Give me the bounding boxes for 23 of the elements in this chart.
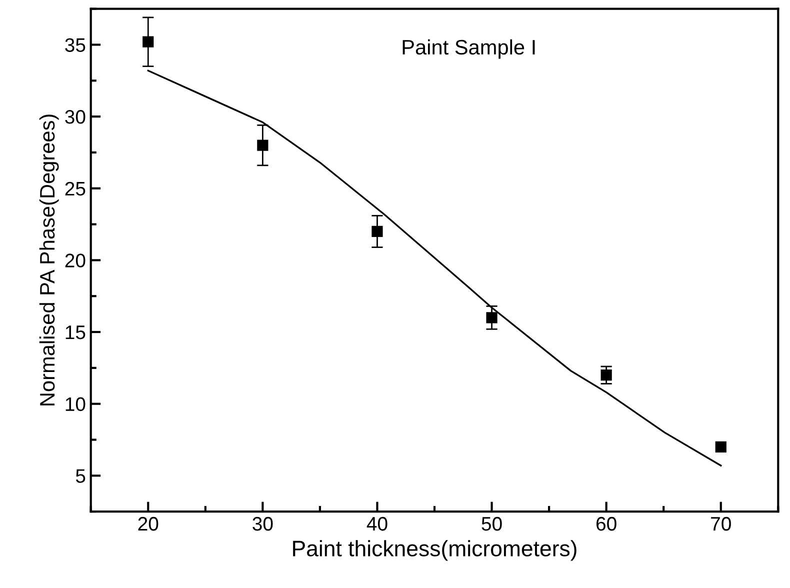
y-tick-label: 30 [65, 110, 86, 124]
line-series [147, 70, 722, 466]
y-tick-label: 20 [65, 254, 86, 268]
point [257, 140, 268, 151]
point [715, 441, 726, 452]
point [142, 36, 154, 48]
point [600, 370, 612, 381]
y-tick-label: 5 [76, 469, 86, 483]
x-tick-label: 70 [711, 516, 731, 531]
x-tick-label: 30 [252, 516, 273, 531]
y-tick-label: 15 [66, 326, 86, 340]
x-tick-label: 20 [138, 516, 158, 531]
y-tick-label: 25 [65, 182, 86, 196]
y-axis-title: Normalised PA Phase(Degrees) [39, 114, 59, 406]
x-tick-label: 40 [366, 516, 388, 531]
x-axis-title: Paint thickness(micrometers) [293, 540, 576, 561]
y-tick-label: 35 [65, 38, 86, 52]
y-tick-label: 10 [66, 397, 86, 412]
point [372, 226, 383, 238]
annotation: Paint Sample I [402, 39, 535, 59]
point [486, 312, 498, 324]
x-tick-label: 60 [596, 516, 616, 531]
x-tick-label: 50 [482, 516, 502, 531]
